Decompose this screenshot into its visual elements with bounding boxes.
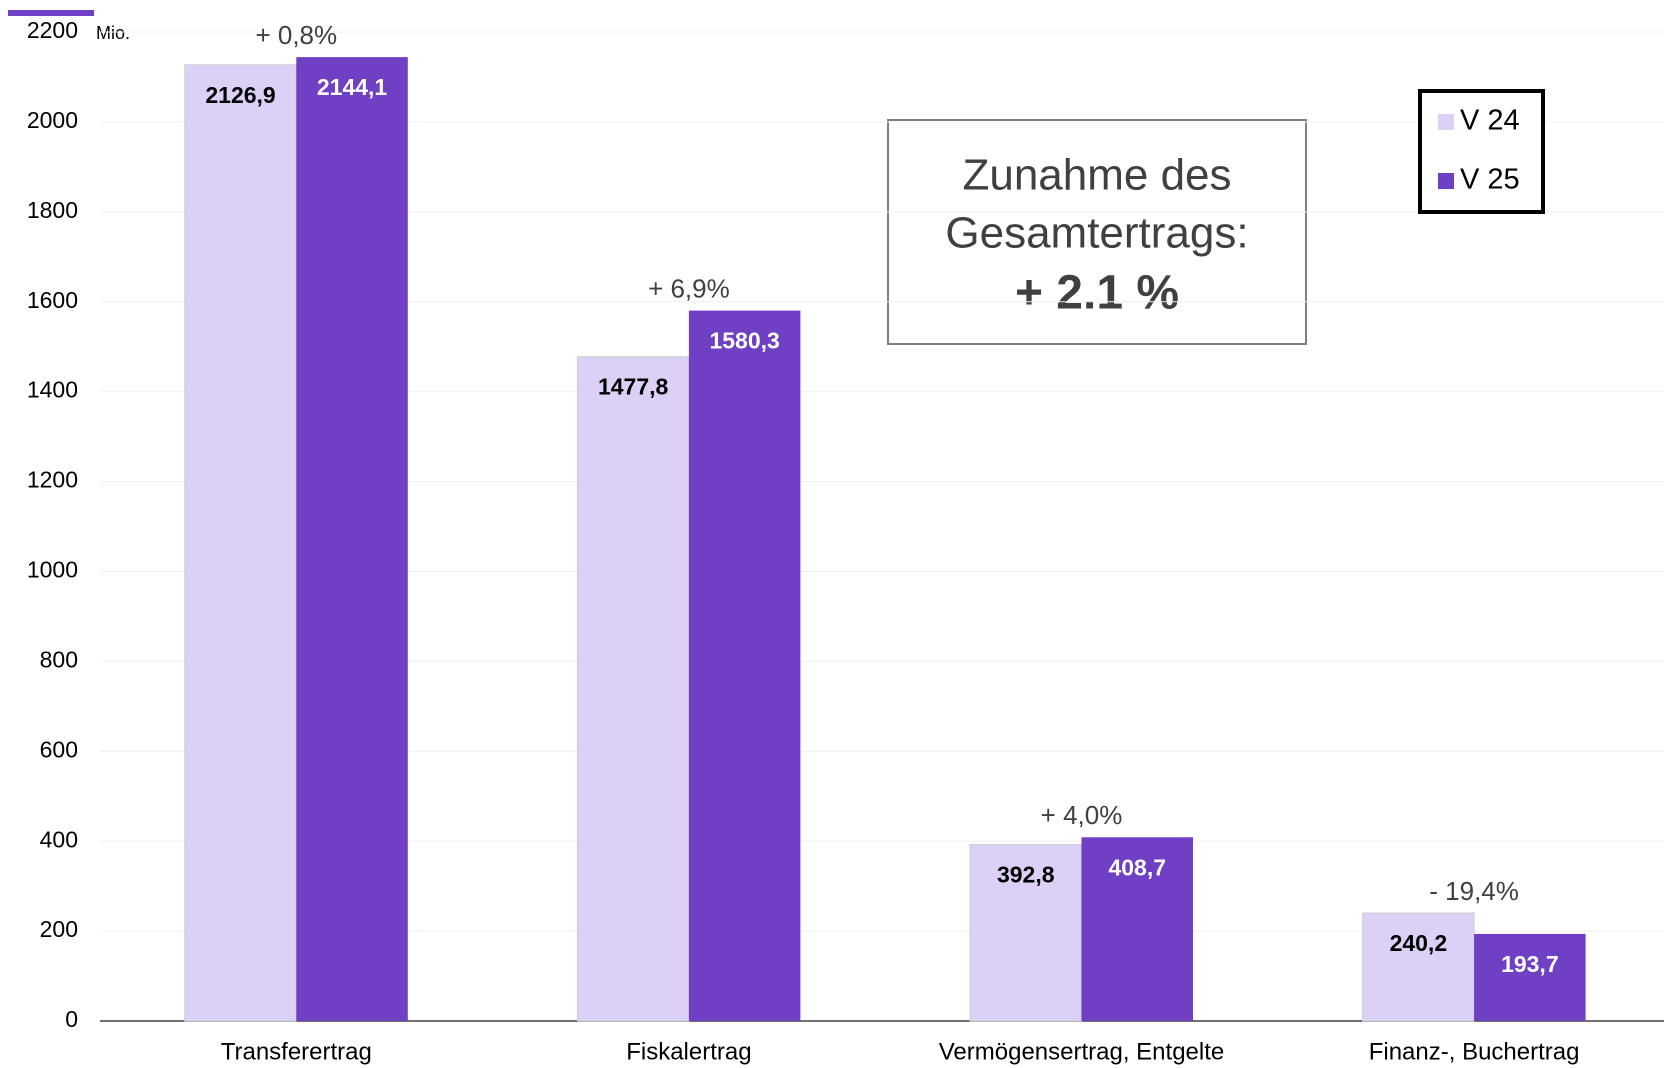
- bar: [576, 356, 690, 1022]
- bar: [1081, 837, 1193, 1021]
- bar: [1362, 912, 1475, 1022]
- legend-label: V 25: [1460, 164, 1520, 196]
- y-tick-label: 1200: [27, 467, 78, 493]
- bar: [296, 57, 408, 1022]
- callout-box: [887, 119, 1307, 345]
- x-tick-label: Vermögensertrag, Entgelte: [939, 1038, 1225, 1065]
- x-tick-label: Fiskalertrag: [626, 1038, 751, 1065]
- legend-box: [1418, 89, 1545, 214]
- bar: [688, 310, 801, 1021]
- y-tick-label: 400: [40, 826, 78, 852]
- value-label: 1477,8: [598, 374, 669, 400]
- y-tick-label: 1000: [27, 557, 78, 583]
- callout-text: Zunahme des: [962, 151, 1231, 200]
- bar: [184, 64, 297, 1022]
- y-tick-label: 1400: [27, 377, 78, 403]
- value-label: 392,8: [997, 861, 1055, 887]
- x-tick-label: Transferertrag: [221, 1038, 372, 1065]
- change-label: + 4,0%: [1041, 800, 1123, 830]
- y-tick-label: 1800: [27, 197, 78, 223]
- value-label: 2144,1: [317, 74, 388, 100]
- value-label: 1580,3: [709, 328, 779, 354]
- legend-label: V 24: [1460, 105, 1520, 137]
- y-tick-label: 600: [40, 736, 78, 762]
- y-tick-label: 0: [65, 1006, 78, 1032]
- change-label: + 6,9%: [648, 273, 730, 303]
- change-label: - 19,4%: [1429, 876, 1519, 906]
- y-tick-label: 1600: [27, 287, 78, 313]
- y-tick-label: 800: [40, 646, 78, 672]
- value-label: 2126,9: [205, 82, 275, 108]
- value-label: 193,7: [1501, 951, 1559, 977]
- bar: [1474, 933, 1586, 1021]
- legend-swatch: [1438, 173, 1454, 189]
- value-label: 408,7: [1108, 854, 1166, 880]
- y-tick-label: 2000: [27, 107, 78, 133]
- value-label: 240,2: [1390, 930, 1448, 956]
- change-label: + 0,8%: [255, 20, 337, 50]
- y-tick-label: 2200: [27, 17, 78, 43]
- callout-text: + 2.1 %: [1015, 267, 1179, 320]
- legend-swatch: [1438, 114, 1454, 130]
- unit-label: Mio.: [96, 23, 130, 43]
- bar: [969, 843, 1082, 1022]
- x-tick-label: Finanz-, Buchertrag: [1369, 1038, 1580, 1065]
- callout-text: Gesamtertrags:: [945, 209, 1248, 258]
- decoration: [8, 10, 94, 16]
- y-tick-label: 200: [40, 916, 78, 942]
